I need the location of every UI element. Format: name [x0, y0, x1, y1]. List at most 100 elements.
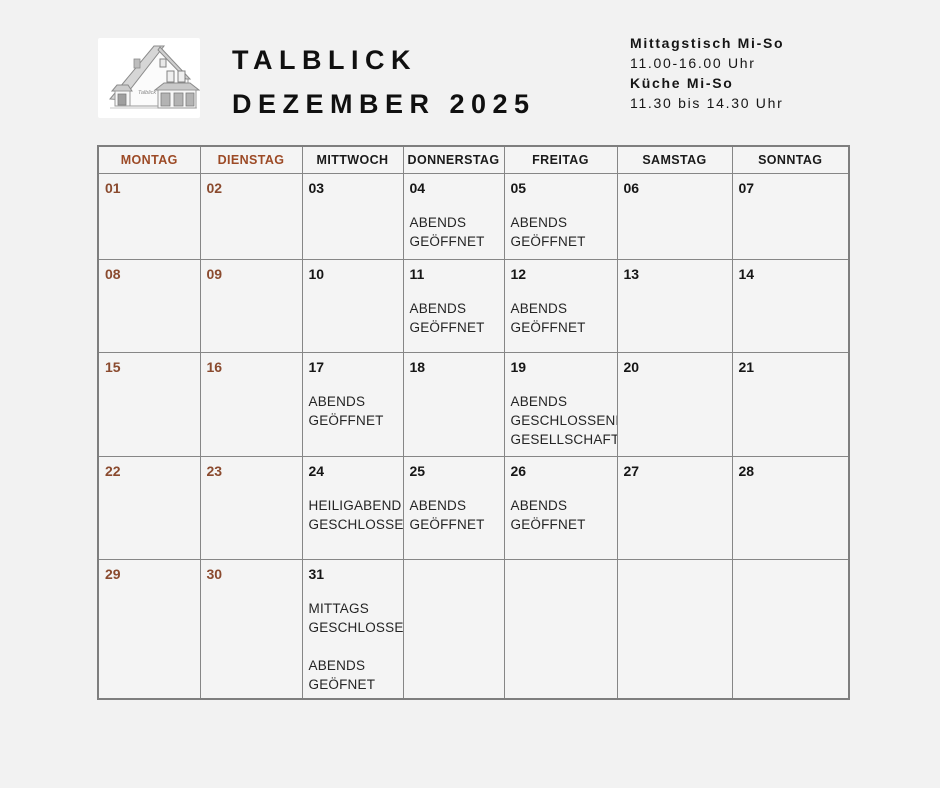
day-cell: 13 — [616, 258, 733, 353]
weekday-freitag: FREITAG — [503, 145, 618, 174]
day-cell: 09 — [199, 258, 303, 353]
day-number: 18 — [409, 358, 426, 375]
week-row: 29 30 31 MITTAGS GESCHLOSSEN ABENDS GEÖFN… — [97, 558, 850, 699]
day-cell: 05 ABENDS GEÖFFNET — [503, 172, 618, 260]
week-row: 22 23 24 HEILIGABEND GESCHLOSSEN 25 ABENDS… — [97, 455, 850, 560]
day-cell: 07 — [731, 172, 850, 260]
day-number: 29 — [105, 565, 121, 582]
day-cell: 17 ABENDS GEÖFFNET — [301, 351, 404, 457]
day-number: 30 — [206, 565, 223, 582]
day-cell: 08 — [97, 258, 201, 353]
weekday-mittwoch: MITTWOCH — [301, 145, 404, 174]
day-note: HEILIGABEND GESCHLOSSEN — [308, 497, 403, 532]
day-cell: 01 — [97, 172, 201, 260]
logo-caption-text: Talblick — [138, 90, 156, 96]
house-sketch-icon: Talblick — [109, 45, 200, 109]
weekday-sonntag: SONNTAG — [731, 145, 850, 174]
day-number: 28 — [738, 462, 755, 479]
day-cell: 03 — [301, 172, 404, 260]
day-cell: 27 — [616, 455, 733, 560]
day-number: 25 — [409, 462, 426, 479]
day-number: 05 — [510, 179, 527, 196]
day-note: ABENDS GEÖFFNET — [409, 214, 485, 249]
day-number: 08 — [105, 265, 121, 282]
restaurant-logo: Talblick — [98, 38, 200, 118]
day-cell: 04 ABENDS GEÖFFNET — [402, 172, 505, 260]
day-number: 04 — [409, 179, 426, 196]
kitchen-hours: 11.30 bis 14.30 Uhr — [630, 95, 784, 111]
day-note: ABENDS GEÖFFNET — [409, 497, 485, 532]
day-cell — [731, 558, 850, 699]
day-number: 11 — [409, 265, 425, 282]
day-cell: 25 ABENDS GEÖFFNET — [402, 455, 505, 560]
day-number: 12 — [510, 265, 527, 282]
day-cell: 11 ABENDS GEÖFFNET — [402, 258, 505, 353]
day-note: ABENDS GEÖFFNET — [510, 300, 586, 335]
weekday-dienstag: DIENSTAG — [199, 145, 303, 174]
day-note: ABENDS GEÖFFNET — [308, 393, 384, 428]
day-note: ABENDS GEÖFFNET — [510, 497, 586, 532]
restaurant-name: TALBLICK — [232, 45, 417, 75]
week-row: 15 16 17 ABENDS GEÖFFNET 18 19 ABENDS GESC… — [97, 351, 850, 457]
day-number: 13 — [623, 265, 640, 282]
day-cell: 19 ABENDS GESCHLOSSENE GESELLSCHAFT — [503, 351, 618, 457]
day-note: ABENDS GESCHLOSSENE GESELLSCHAFT — [510, 393, 617, 447]
day-number: 23 — [206, 462, 223, 479]
day-cell: 26 ABENDS GEÖFFNET — [503, 455, 618, 560]
day-note: ABENDS GEÖFFNET — [510, 214, 586, 249]
lunch-label: Mittagstisch Mi-So — [630, 35, 785, 51]
weekday-samstag: SAMSTAG — [616, 145, 733, 174]
day-number: 09 — [206, 265, 223, 282]
day-cell: 28 — [731, 455, 850, 560]
month-year: DEZEMBER 2025 — [232, 89, 536, 119]
day-cell: 10 — [301, 258, 404, 353]
day-cell: 23 — [199, 455, 303, 560]
day-cell: 30 — [199, 558, 303, 699]
day-number: 24 — [308, 462, 325, 479]
day-number: 01 — [105, 179, 121, 196]
day-number: 27 — [623, 462, 640, 479]
day-cell — [402, 558, 505, 699]
weekday-donnerstag: DONNERSTAG — [402, 145, 505, 174]
day-cell: 06 — [616, 172, 733, 260]
day-cell: 15 — [97, 351, 201, 457]
day-number: 06 — [623, 179, 640, 196]
day-number: 20 — [623, 358, 640, 375]
day-cell: 29 — [97, 558, 201, 699]
day-cell: 18 — [402, 351, 505, 457]
day-number: 14 — [738, 265, 755, 282]
day-number: 02 — [206, 179, 223, 196]
day-cell — [616, 558, 733, 699]
day-number: 21 — [738, 358, 755, 375]
day-cell — [503, 558, 618, 699]
page-title: TALBLICK DEZEMBER 2025 — [232, 38, 536, 126]
day-note: ABENDS GEÖFFNET — [409, 300, 485, 335]
weekday-montag: MONTAG — [97, 145, 201, 174]
day-number: 26 — [510, 462, 527, 479]
day-number: 16 — [206, 358, 223, 375]
day-number: 10 — [308, 265, 325, 282]
day-number: 07 — [738, 179, 755, 196]
day-cell: 14 — [731, 258, 850, 353]
day-cell: 20 — [616, 351, 733, 457]
day-number: 15 — [105, 358, 121, 375]
day-cell: 12 ABENDS GEÖFFNET — [503, 258, 618, 353]
day-cell: 24 HEILIGABEND GESCHLOSSEN — [301, 455, 404, 560]
kitchen-label: Küche Mi-So — [630, 75, 734, 91]
day-note: MITTAGS GESCHLOSSEN ABENDS GEÖFNET — [308, 600, 403, 692]
weekday-header-row: MONTAG DIENSTAG MITTWOCH DONNERSTAG FREI… — [97, 145, 850, 174]
opening-hours-info: Mittagstisch Mi-So 11.00-16.00 Uhr Küche… — [630, 33, 920, 113]
day-number: 31 — [308, 565, 325, 582]
month-calendar: MONTAG DIENSTAG MITTWOCH DONNERSTAG FREI… — [97, 145, 850, 700]
day-cell: 02 — [199, 172, 303, 260]
lunch-hours: 11.00-16.00 Uhr — [630, 55, 756, 71]
day-number: 19 — [510, 358, 527, 375]
day-cell: 16 — [199, 351, 303, 457]
day-cell: 31 MITTAGS GESCHLOSSEN ABENDS GEÖFNET — [301, 558, 404, 699]
week-row: 08 09 10 11 ABENDS GEÖFFNET 12 ABENDS GEÖF… — [97, 258, 850, 353]
week-row: 01 02 03 04 ABENDS GEÖFFNET 05 ABENDS GEÖF… — [97, 172, 850, 260]
day-number: 17 — [308, 358, 325, 375]
day-cell: 21 — [731, 351, 850, 457]
day-number: 22 — [105, 462, 121, 479]
